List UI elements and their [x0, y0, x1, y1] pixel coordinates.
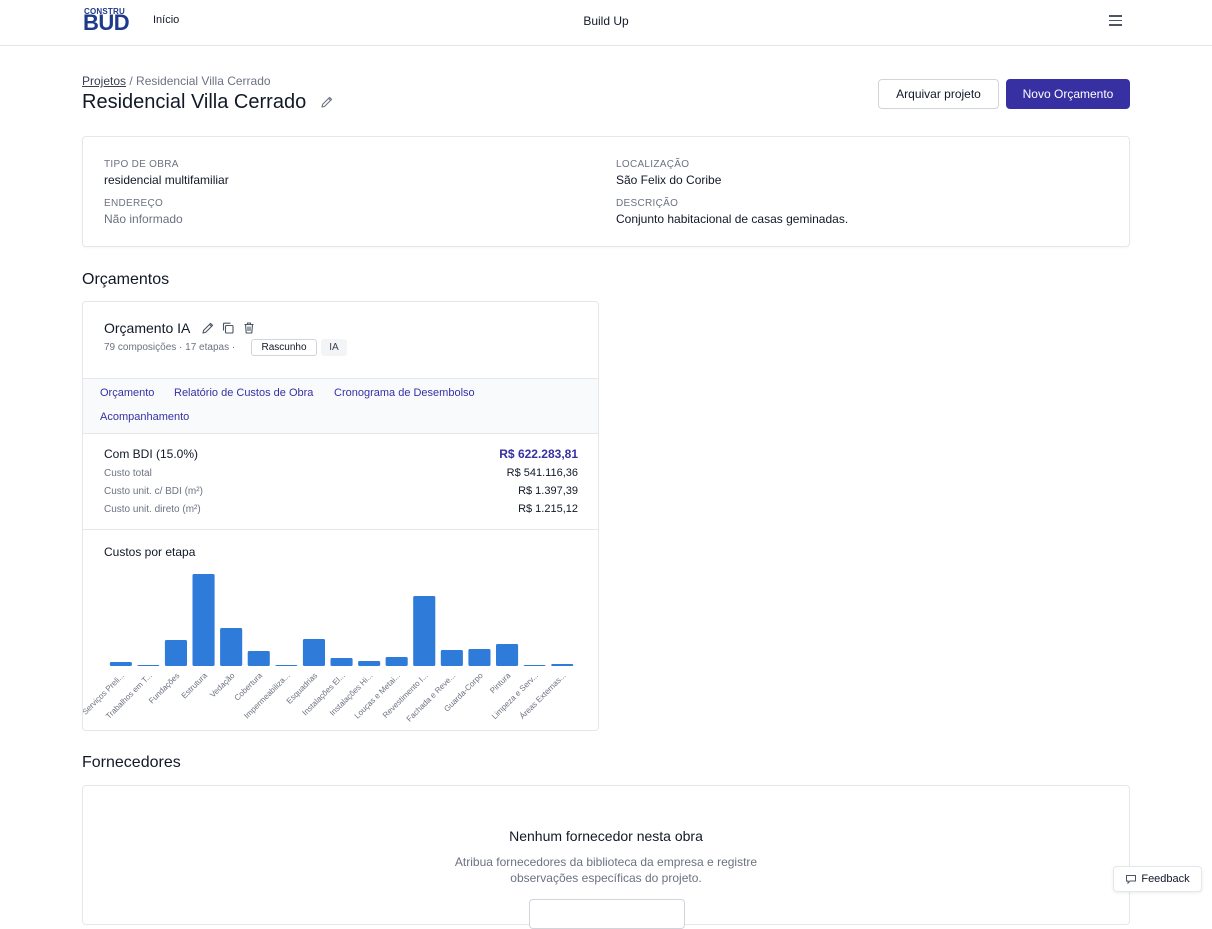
- breadcrumb-projetos-link[interactable]: Projetos: [82, 74, 127, 88]
- custo-unit-bdi-value: R$ 1.397,39: [518, 485, 578, 497]
- descricao-value: Conjunto habitacional de casas geminadas…: [616, 212, 849, 226]
- localizacao-value: São Felix do Coribe: [616, 173, 722, 187]
- custo-unit-direto-label: Custo unit. direto (m²): [104, 504, 201, 515]
- chat-bubble-icon: [1126, 875, 1137, 885]
- custo-total-value: R$ 541.116,36: [506, 467, 578, 479]
- edit-title-pencil-icon[interactable]: [320, 95, 334, 109]
- archive-project-button[interactable]: Arquivar projeto: [878, 79, 999, 109]
- chart-bar: [137, 665, 160, 666]
- budgets-section-title: Orçamentos: [82, 271, 170, 288]
- construbud-logo[interactable]: CONSTRU BUD: [83, 7, 136, 35]
- chart-x-tick-label: Estrutura: [180, 671, 210, 701]
- bdi-label: Com BDI (15.0%): [104, 447, 199, 461]
- suppliers-card: Nenhum fornecedor nesta obra Atribua for…: [82, 785, 1130, 929]
- budget-meta: 79 composições · 17 etapas ·: [104, 342, 236, 353]
- chart-bar: [496, 644, 519, 666]
- delete-budget-trash-icon[interactable]: [242, 321, 256, 335]
- descricao-label: DESCRIÇÃO: [616, 198, 679, 209]
- ia-badge: IA: [321, 339, 347, 356]
- budget-name: Orçamento IA: [104, 320, 191, 336]
- custo-unit-direto-value: R$ 1.215,12: [518, 503, 578, 515]
- chart-bar: [302, 639, 325, 666]
- costs-by-stage-chart: Serviços Preli...Trabalhos em T...Fundaç…: [83, 574, 574, 724]
- logo-text-top: CONSTRU: [84, 7, 125, 16]
- tab-orcamento[interactable]: Orçamento: [100, 387, 155, 399]
- custo-unit-bdi-label: Custo unit. c/ BDI (m²): [104, 486, 203, 497]
- page-title: Residencial Villa Cerrado: [82, 91, 307, 113]
- chart-bar: [247, 651, 270, 666]
- duplicate-budget-copy-icon[interactable]: [221, 321, 235, 335]
- endereco-value: Não informado: [104, 212, 183, 226]
- chart-bar: [220, 628, 243, 666]
- chart-title: Custos por etapa: [104, 545, 196, 559]
- bdi-value: R$ 622.283,81: [499, 447, 578, 461]
- endereco-label: ENDEREÇO: [104, 198, 164, 209]
- assign-supplier-button[interactable]: [529, 899, 685, 929]
- project-info-card: TIPO DE OBRA residencial multifamiliar L…: [82, 136, 1130, 247]
- chart-bar: [358, 661, 381, 666]
- chart-bar: [468, 649, 491, 666]
- chart-bar: [275, 665, 298, 666]
- nav-link-inicio[interactable]: Início: [153, 14, 180, 26]
- chart-bar: [551, 664, 574, 666]
- tab-acompanhamento[interactable]: Acompanhamento: [100, 411, 190, 423]
- empty-suppliers-title: Nenhum fornecedor nesta obra: [509, 828, 703, 844]
- breadcrumb-separator: /: [126, 74, 137, 88]
- feedback-label: Feedback: [1141, 873, 1190, 885]
- top-navigation-bar: CONSTRU BUD Início Build Up: [0, 0, 1212, 46]
- localizacao-label: LOCALIZAÇÃO: [616, 159, 690, 170]
- chart-bar: [385, 657, 408, 666]
- feedback-button[interactable]: Feedback: [1113, 866, 1202, 892]
- budget-tabs: Orçamento Relatório de Custos de Obra Cr…: [83, 378, 598, 434]
- hamburger-menu-icon[interactable]: [1107, 12, 1125, 30]
- chart-x-tick-label: Fachada e Reve...: [405, 671, 458, 724]
- chart-bar: [192, 574, 215, 666]
- chart-bar: [523, 665, 546, 666]
- tab-cronograma-desembolso[interactable]: Cronograma de Desembolso: [334, 387, 475, 399]
- app-title: Build Up: [583, 14, 629, 28]
- chart-bar: [413, 596, 436, 666]
- chart-bar: [164, 640, 187, 666]
- logo-text-bottom: BUD: [83, 10, 130, 35]
- chart-bar: [330, 658, 353, 666]
- chart-x-tick-label: Pintura: [488, 671, 513, 696]
- edit-budget-pencil-icon[interactable]: [201, 321, 215, 335]
- chart-bar: [440, 650, 463, 666]
- custo-total-label: Custo total: [104, 468, 152, 479]
- suppliers-section-title: Fornecedores: [82, 754, 181, 771]
- breadcrumb-current: Residencial Villa Cerrado: [136, 74, 271, 88]
- tipo-de-obra-value: residencial multifamiliar: [104, 173, 229, 187]
- new-budget-button[interactable]: Novo Orçamento: [1006, 79, 1130, 109]
- budget-card: Orçamento IA 79 composições · 17 etapas …: [82, 301, 599, 731]
- tab-relatorio-custos[interactable]: Relatório de Custos de Obra: [174, 387, 314, 399]
- breadcrumb: Projetos / Residencial Villa Cerrado: [82, 74, 271, 88]
- divider: [83, 529, 598, 530]
- tipo-de-obra-label: TIPO DE OBRA: [104, 159, 179, 170]
- empty-suppliers-description: Atribua fornecedores da biblioteca da em…: [454, 855, 758, 885]
- chart-bar: [109, 662, 132, 666]
- status-badge: Rascunho: [251, 339, 317, 356]
